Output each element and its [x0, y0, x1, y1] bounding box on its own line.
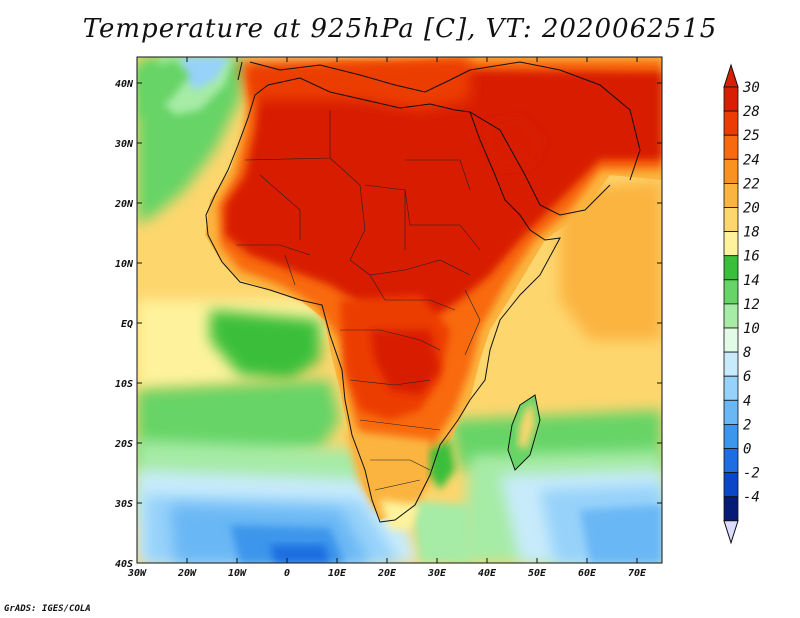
lat-label: EQ	[121, 319, 133, 330]
longitude-axis: 30W 20W 10W 0 10E 20E 30E 40E 50E 60E 70E	[127, 57, 647, 579]
lon-label: 20W	[177, 568, 197, 579]
colorbar-label: 0	[743, 442, 751, 458]
colorbar-label: 12	[743, 297, 760, 313]
colorbar-swatch	[723, 423, 739, 449]
colorbar-label: 10	[743, 321, 760, 337]
colorbar-label: 25	[743, 128, 760, 144]
colorbar-swatch	[723, 303, 739, 329]
colorbar-label: -4	[743, 490, 760, 506]
lon-label: 30E	[427, 568, 447, 579]
lon-label: 20E	[377, 568, 397, 579]
colorbar-swatch	[723, 134, 739, 160]
colorbar-label: -2	[743, 466, 760, 482]
lon-label: 70E	[628, 568, 647, 579]
colorbar-label: 28	[743, 104, 760, 120]
lon-label: 0	[284, 568, 290, 579]
colorbar-swatch	[723, 182, 739, 208]
colorbar-swatch	[723, 375, 739, 401]
colorbar-label: 14	[743, 273, 760, 289]
lat-label: 10N	[115, 259, 134, 270]
colorbar-bottom-arrow	[723, 520, 739, 545]
lon-label: 60E	[578, 568, 597, 579]
lon-label: 10E	[328, 568, 347, 579]
grads-credit: GrADS: IGES/COLA	[4, 604, 91, 614]
colorbar-swatch	[723, 110, 739, 136]
lat-label: 30S	[114, 499, 133, 510]
colorbar-swatch	[723, 158, 739, 184]
lat-label: 30N	[114, 139, 134, 150]
lat-label: 20S	[114, 439, 133, 450]
colorbar-swatch	[723, 255, 739, 281]
map-title: Temperature at 925hPa [C], VT: 202006251…	[82, 14, 718, 44]
colorbar-swatch	[723, 496, 739, 522]
colorbar-swatch	[723, 86, 739, 112]
plot-frame	[136, 56, 663, 564]
lon-label: 40E	[478, 568, 497, 579]
colorbar-label: 24	[743, 152, 760, 168]
colorbar-swatch	[723, 327, 739, 353]
colorbar-swatch	[723, 231, 739, 257]
colorbar-swatch	[723, 448, 739, 474]
colorbar-label: 8	[743, 345, 751, 361]
coastlines	[205, 61, 641, 523]
lon-label: 30W	[127, 568, 147, 579]
lon-label: 10W	[228, 568, 247, 579]
lon-label: 50E	[528, 568, 547, 579]
lat-label: 40S	[115, 559, 133, 570]
latitude-axis: 40N 30N 20N 10N EQ 10S 20S 30S 40S	[114, 79, 662, 570]
colorbar-swatch	[723, 351, 739, 377]
colorbar-swatch	[723, 399, 739, 425]
colorbar-label: 18	[743, 225, 760, 241]
colorbar-label: 4	[743, 393, 751, 409]
colorbar-swatch	[723, 279, 739, 305]
lat-label: 20N	[114, 199, 134, 210]
colorbar-label: 30	[742, 80, 760, 96]
colorbar-label: 16	[743, 249, 760, 265]
lat-label: 10S	[115, 379, 133, 390]
colorbar-swatch	[723, 207, 739, 233]
colorbar-label: 6	[743, 369, 751, 385]
temperature-field	[137, 57, 662, 563]
colorbar-swatch	[723, 472, 739, 498]
colorbar-label: 22	[743, 176, 760, 192]
colorbar-label: 2	[743, 417, 751, 433]
country-borders	[236, 110, 481, 491]
colorbar-label: 20	[743, 201, 760, 217]
colorbar-top-arrow	[723, 63, 739, 88]
lat-label: 40N	[115, 79, 134, 90]
